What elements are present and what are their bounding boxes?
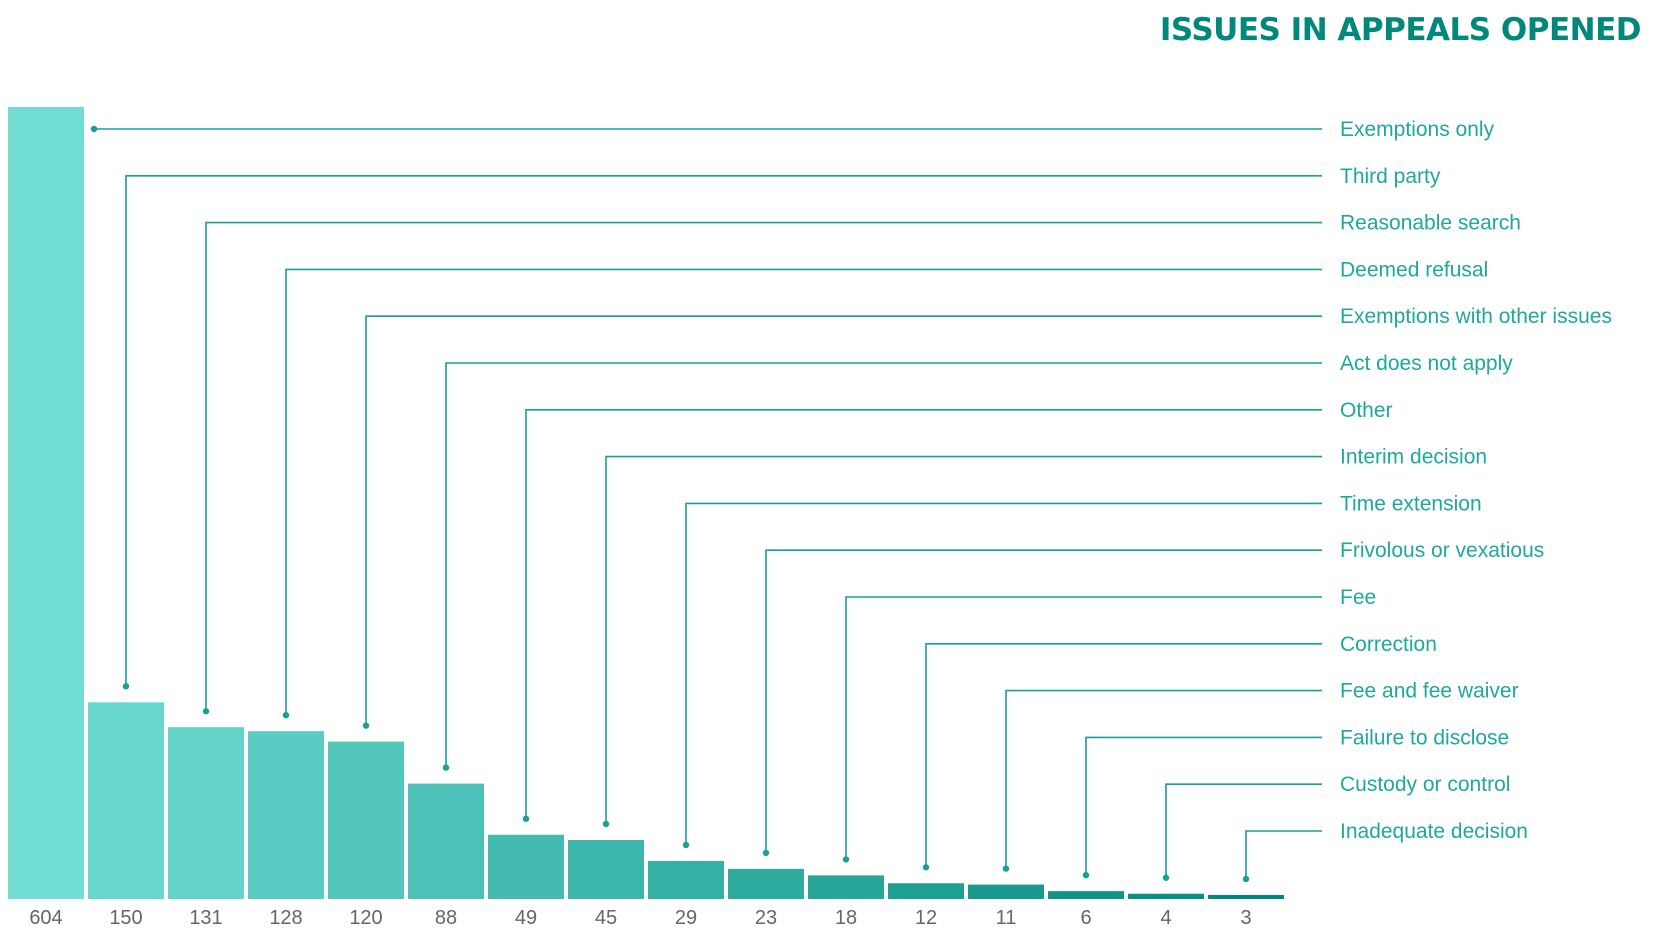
bar	[888, 883, 964, 899]
leader-line	[365, 315, 1322, 726]
bar	[1128, 893, 1204, 899]
category-label: Fee and fee waiver	[1340, 680, 1519, 703]
leader-line	[445, 362, 1322, 768]
category-label: Time extension	[1340, 492, 1482, 515]
bar	[648, 860, 724, 899]
tick-label: 6	[1080, 907, 1091, 929]
leader-line	[1165, 783, 1322, 878]
leader-dot	[522, 815, 530, 822]
category-label: Reasonable search	[1340, 212, 1521, 235]
category-label: Exemptions only	[1340, 118, 1495, 141]
bar	[248, 731, 324, 899]
bar	[1208, 895, 1284, 899]
leader-dot	[842, 856, 850, 863]
leader-line	[125, 175, 1322, 687]
category-label: Exemptions with other issues	[1340, 305, 1612, 328]
tick-label: 18	[835, 907, 857, 929]
category-labels: Exemptions only Third party Reasonable sea…	[1340, 118, 1612, 843]
tick-label: 12	[915, 907, 937, 929]
tick-labels: 604 150 131 128 120 88 49 45 29 23 18 12 11 6 4 3	[29, 907, 1251, 929]
leader-dot	[1162, 874, 1170, 881]
chart-title: ISSUES IN APPEALS OPENED	[1159, 12, 1642, 48]
tick-label: 3	[1240, 907, 1251, 929]
tick-label: 88	[435, 907, 457, 929]
leader-dot	[282, 711, 290, 719]
tick-label: 45	[595, 907, 617, 929]
tick-label: 131	[189, 907, 222, 929]
leader-line	[605, 455, 1322, 824]
leader-line	[1005, 689, 1322, 869]
category-label: Fee	[1340, 586, 1376, 609]
leader-dot	[362, 722, 370, 729]
bars	[8, 107, 1284, 899]
category-label: Interim decision	[1340, 446, 1487, 469]
tick-label: 23	[755, 907, 777, 929]
bar	[8, 107, 84, 899]
bar	[568, 839, 644, 899]
bar	[328, 741, 404, 899]
bar	[168, 727, 244, 899]
bar	[808, 875, 884, 899]
leader-dot	[762, 849, 770, 857]
category-label: Inadequate decision	[1340, 820, 1528, 843]
leader-line	[1085, 736, 1322, 876]
leader-dot	[922, 864, 930, 871]
leaders	[90, 125, 1322, 883]
category-label: Third party	[1340, 165, 1441, 188]
leader-dot	[122, 683, 130, 690]
leader-dot	[90, 125, 98, 133]
category-label: Deemed refusal	[1340, 258, 1488, 281]
leader-dot	[1002, 865, 1010, 872]
leader-line	[1245, 830, 1322, 879]
bar	[1048, 891, 1124, 899]
category-label: Failure to disclose	[1340, 726, 1509, 749]
bar	[728, 868, 804, 899]
leader-line	[685, 502, 1322, 845]
leader-dot	[1082, 871, 1090, 879]
leader-line	[845, 596, 1322, 860]
leader-line	[765, 549, 1322, 853]
tick-label: 49	[515, 907, 537, 929]
leader-line	[925, 643, 1322, 868]
leader-dot	[442, 764, 450, 771]
bar	[488, 834, 564, 899]
tick-label: 11	[996, 907, 1017, 929]
category-label: Act does not apply	[1340, 352, 1513, 375]
leader-line	[285, 268, 1322, 716]
category-label: Correction	[1340, 633, 1437, 656]
category-label: Custody or control	[1340, 773, 1510, 796]
leader-dot	[602, 820, 610, 828]
tick-label: 120	[349, 907, 382, 929]
tick-label: 4	[1160, 907, 1171, 929]
leader-dot	[1242, 875, 1250, 883]
bar	[408, 783, 484, 899]
tick-label: 150	[109, 907, 142, 929]
leader-dot	[202, 708, 210, 715]
tick-label: 604	[29, 907, 62, 929]
leader-line	[205, 221, 1322, 712]
category-label: Other	[1340, 399, 1393, 422]
bar	[968, 884, 1044, 899]
category-label: Frivolous or vexatious	[1340, 539, 1544, 562]
tick-label: 29	[675, 907, 697, 929]
leader-line	[525, 409, 1322, 819]
bar	[88, 702, 164, 899]
leader-dot	[682, 841, 690, 849]
tick-label: 128	[269, 907, 302, 929]
